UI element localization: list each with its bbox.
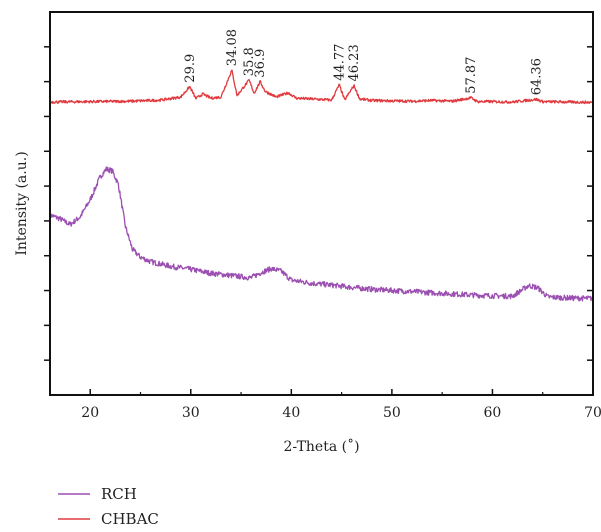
peak-label: 57.87 — [464, 57, 479, 94]
peak-label: 44.77 — [332, 44, 347, 81]
x-tick-label: 20 — [81, 405, 99, 421]
legend-label-rch: RCH — [101, 485, 137, 503]
x-axis-title: 2-Theta (˚) — [283, 438, 359, 455]
legend: RCH CHBAC — [58, 485, 159, 528]
legend-label-chbac: CHBAC — [101, 510, 159, 528]
peak-annotations: 29.9 34.08 35.836.9 44.77 46.23 57.87 64.36 — [183, 29, 544, 95]
x-tick-label: 30 — [182, 405, 200, 421]
peak-label: 46.23 — [347, 44, 362, 81]
x-tick-label: 40 — [282, 405, 300, 421]
peak-label: 35.8 — [242, 47, 257, 76]
series-line-chbac — [50, 69, 593, 105]
x-tick-label: 70 — [584, 405, 601, 421]
ticks-layer: 20 30 40 50 60 70 — [44, 46, 601, 421]
x-tick-label: 50 — [383, 405, 401, 421]
series-layer — [50, 69, 593, 302]
y-axis-title: Intensity (a.u.) — [14, 151, 30, 255]
peak-label: 64.36 — [529, 58, 544, 95]
x-tick-label: 60 — [484, 405, 502, 421]
plot-frame — [49, 11, 594, 396]
peak-label: 29.9 — [183, 54, 198, 83]
peak-label: 34.08 — [225, 29, 240, 66]
series-line-rch — [50, 166, 593, 302]
peak-label: 36.9 — [253, 49, 268, 78]
